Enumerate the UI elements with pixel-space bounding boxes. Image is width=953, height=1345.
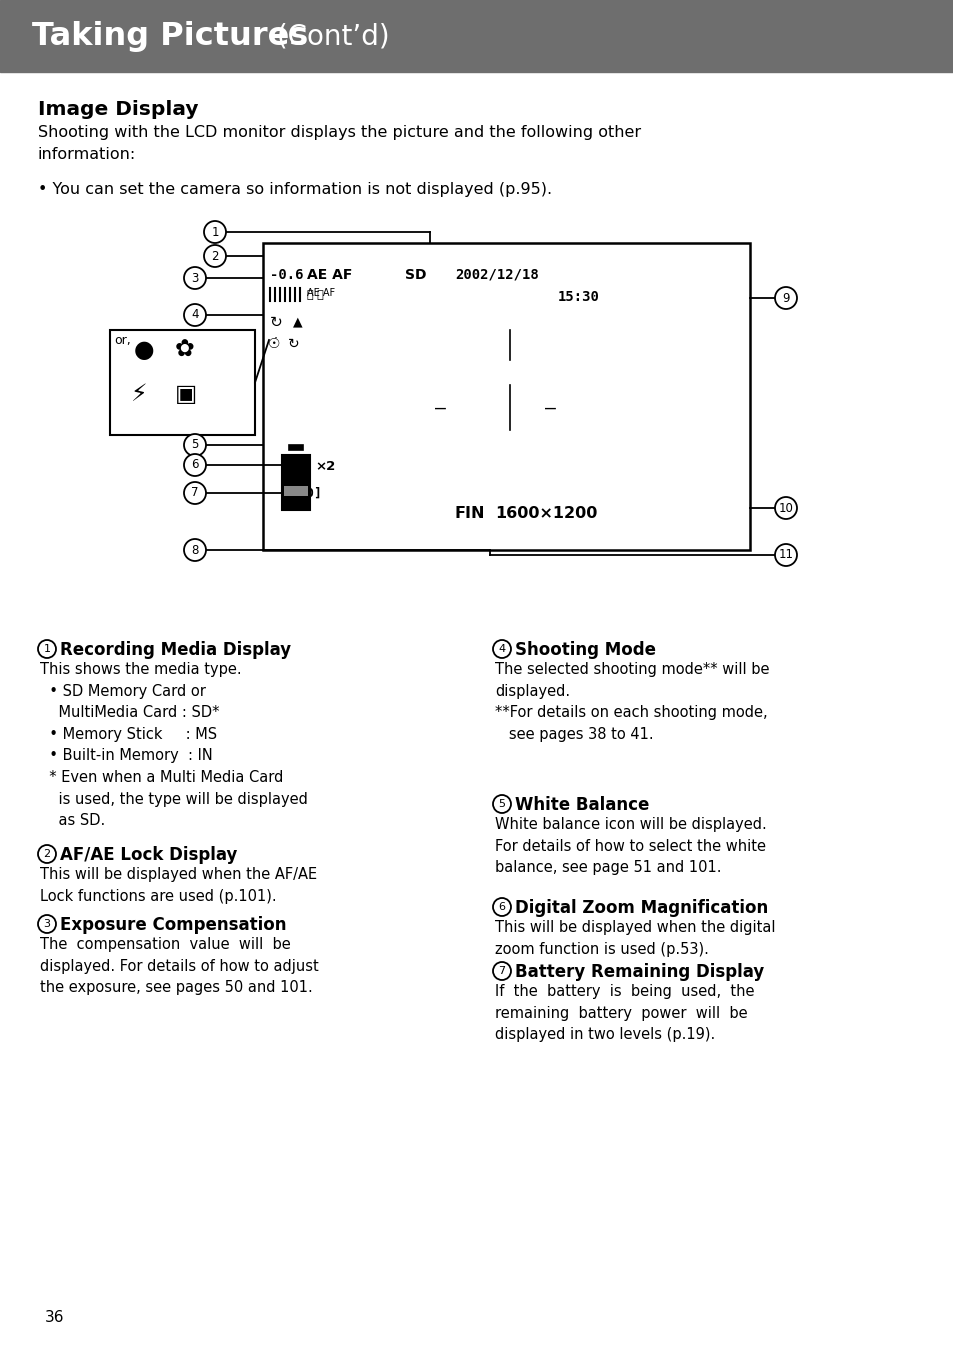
- Circle shape: [204, 245, 226, 268]
- Text: AE AF: AE AF: [307, 288, 335, 299]
- Circle shape: [774, 543, 796, 566]
- Text: ✿: ✿: [174, 338, 194, 362]
- Text: 11: 11: [778, 549, 793, 561]
- Text: 2: 2: [211, 250, 218, 262]
- Text: Recording Media Display: Recording Media Display: [60, 642, 291, 659]
- Text: If  the  battery  is  being  used,  the
remaining  battery  power  will  be
disp: If the battery is being used, the remain…: [495, 985, 754, 1042]
- Text: This will be displayed when the digital
zoom function is used (p.53).: This will be displayed when the digital …: [495, 920, 775, 956]
- Circle shape: [184, 304, 206, 325]
- Bar: [289, 445, 303, 451]
- Circle shape: [184, 434, 206, 456]
- Text: 5: 5: [192, 438, 198, 452]
- Text: ×2: ×2: [314, 460, 335, 473]
- Text: or,: or,: [113, 334, 131, 347]
- Text: (Cont’d): (Cont’d): [268, 22, 389, 50]
- Circle shape: [493, 962, 511, 981]
- Bar: [282, 455, 310, 510]
- Text: 1: 1: [211, 226, 218, 238]
- Text: 3: 3: [44, 919, 51, 929]
- Text: 2: 2: [44, 849, 51, 859]
- Text: ↻: ↻: [270, 315, 282, 330]
- Text: ⚡: ⚡: [130, 382, 147, 406]
- Text: 7: 7: [497, 966, 505, 976]
- Text: • You can set the camera so information is not displayed (p.95).: • You can set the camera so information …: [38, 182, 552, 196]
- Text: Battery Remaining Display: Battery Remaining Display: [515, 963, 763, 981]
- Text: Shooting with the LCD monitor displays the picture and the following other
infor: Shooting with the LCD monitor displays t…: [38, 125, 640, 161]
- Text: ▣: ▣: [174, 382, 197, 406]
- Circle shape: [774, 286, 796, 309]
- Text: ▲: ▲: [293, 315, 302, 328]
- Text: SD: SD: [405, 268, 426, 282]
- Text: 7: 7: [191, 487, 198, 499]
- Circle shape: [184, 539, 206, 561]
- Text: 9: 9: [781, 292, 789, 304]
- Text: ●: ●: [133, 338, 154, 362]
- Bar: [110, 330, 254, 434]
- Text: Digital Zoom Magnification: Digital Zoom Magnification: [515, 898, 767, 917]
- Text: White balance icon will be displayed.
For details of how to select the white
bal: White balance icon will be displayed. Fo…: [495, 816, 766, 876]
- Circle shape: [774, 498, 796, 519]
- Text: This shows the media type.
  • SD Memory Card or
    MultiMedia Card : SD*
  • M: This shows the media type. • SD Memory C…: [40, 662, 308, 829]
- Text: 8: 8: [192, 543, 198, 557]
- Text: 5: 5: [498, 799, 505, 808]
- Text: Image Display: Image Display: [38, 100, 198, 118]
- Text: ⚿ ⚿: ⚿ ⚿: [307, 291, 323, 300]
- Text: This will be displayed when the AF/AE
Lock functions are used (p.101).: This will be displayed when the AF/AE Lo…: [40, 868, 316, 904]
- Text: ☉̇: ☉̇: [268, 338, 280, 351]
- Text: 4: 4: [497, 644, 505, 654]
- Text: -0.6: -0.6: [270, 268, 303, 282]
- Circle shape: [184, 268, 206, 289]
- Text: 6: 6: [498, 902, 505, 912]
- Circle shape: [38, 915, 56, 933]
- Circle shape: [493, 795, 511, 812]
- Circle shape: [184, 482, 206, 504]
- Text: FIN: FIN: [455, 506, 485, 521]
- Text: 1: 1: [44, 644, 51, 654]
- Text: 4: 4: [191, 308, 198, 321]
- Text: 6: 6: [191, 459, 198, 472]
- Text: 2002/12/18: 2002/12/18: [455, 268, 538, 282]
- Circle shape: [184, 455, 206, 476]
- Text: 36: 36: [45, 1310, 65, 1325]
- Text: The  compensation  value  will  be
displayed. For details of how to adjust
the e: The compensation value will be displayed…: [40, 937, 318, 995]
- Circle shape: [38, 845, 56, 863]
- Text: ↻: ↻: [288, 338, 299, 351]
- Bar: [263, 243, 749, 550]
- Text: Taking Pictures: Taking Pictures: [32, 20, 308, 51]
- Text: AE AF: AE AF: [307, 268, 352, 282]
- Text: 1600×1200: 1600×1200: [495, 506, 597, 521]
- Text: 3: 3: [192, 272, 198, 285]
- Circle shape: [204, 221, 226, 243]
- Text: The selected shooting mode** will be
displayed.
**For details on each shooting m: The selected shooting mode** will be dis…: [495, 662, 769, 742]
- Circle shape: [493, 640, 511, 658]
- Text: Shooting Mode: Shooting Mode: [515, 642, 656, 659]
- Circle shape: [493, 898, 511, 916]
- Bar: [0, 0, 953, 73]
- Text: White Balance: White Balance: [515, 796, 649, 814]
- Text: 15:30: 15:30: [558, 291, 599, 304]
- Circle shape: [38, 640, 56, 658]
- Text: —: —: [435, 399, 445, 418]
- Text: [010]: [010]: [282, 487, 322, 500]
- Text: AF/AE Lock Display: AF/AE Lock Display: [60, 846, 237, 863]
- Bar: [284, 486, 308, 496]
- Text: —: —: [544, 399, 556, 418]
- Text: 10: 10: [778, 502, 793, 515]
- Text: Exposure Compensation: Exposure Compensation: [60, 916, 286, 933]
